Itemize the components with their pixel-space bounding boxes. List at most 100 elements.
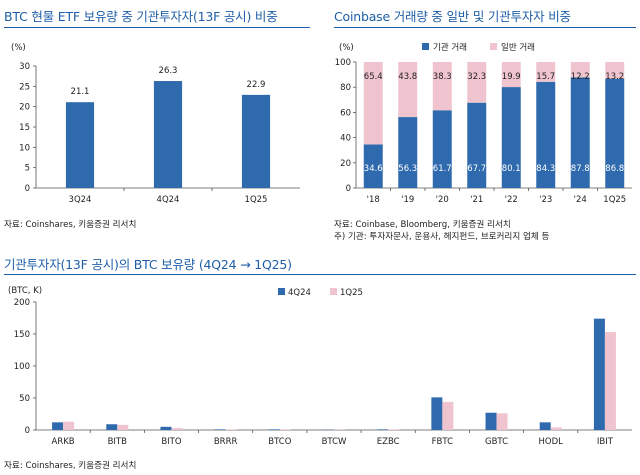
bar-0-'19 bbox=[398, 117, 418, 188]
y-axis-unit: (%) bbox=[339, 43, 354, 53]
y-tick-label: 5 bbox=[25, 164, 30, 174]
y-tick-label: 0 bbox=[346, 184, 351, 194]
x-tick-label: EZBC bbox=[377, 437, 400, 447]
x-tick-label: BRRR bbox=[214, 437, 238, 447]
y-tick-label: 50 bbox=[19, 394, 30, 404]
data-label: 21.1 bbox=[71, 87, 90, 97]
bar-4Q24-EZBC bbox=[377, 429, 389, 430]
bar-0-'22 bbox=[501, 87, 521, 188]
bar-1Q25-ARKB bbox=[63, 421, 75, 430]
panel2-title: Coinbase 거래량 중 일반 및 기관투자자 비중 bbox=[334, 9, 571, 24]
x-tick-label: IBIT bbox=[597, 437, 614, 447]
bar-4Q24-ARKB bbox=[52, 422, 64, 430]
x-tick-label: BITO bbox=[161, 437, 182, 447]
panel1-title: BTC 현물 ETF 보유량 중 기관투자자(13F 공시) 비중 bbox=[4, 9, 278, 24]
bar-1Q25 bbox=[241, 94, 271, 188]
data-label: 84.3 bbox=[536, 164, 555, 174]
bar-1-'18 bbox=[363, 62, 383, 145]
data-label: 22.9 bbox=[247, 80, 266, 90]
x-tick-label: BTCO bbox=[268, 437, 291, 447]
data-label: 80.1 bbox=[502, 164, 521, 174]
bar-1Q25-BRRR bbox=[225, 429, 237, 430]
data-label: 56.3 bbox=[398, 164, 417, 174]
bar-0-'24 bbox=[570, 77, 590, 188]
panel3-source: 자료: Coinshares, 키움증권 리서치 bbox=[4, 461, 137, 471]
data-label: 65.4 bbox=[364, 72, 383, 82]
bar-4Q24-IBIT bbox=[593, 318, 605, 430]
panel3-title: 기관투자자(13F 공시)의 BTC 보유량 (4Q24 → 1Q25) bbox=[4, 257, 292, 272]
x-tick-label: BITB bbox=[108, 437, 128, 447]
y-tick-label: 10 bbox=[19, 143, 30, 153]
panel3-chart: (BTC, K) 4Q24 1Q25 0 50 100 150 200 ARKB BITB BITO… bbox=[8, 286, 632, 447]
x-tick-label: '20 bbox=[436, 195, 449, 205]
bar-1Q25-BITO bbox=[171, 428, 183, 430]
bar-1-'20 bbox=[432, 62, 452, 111]
y-tick-label: 40 bbox=[340, 134, 351, 144]
bar-1Q25-FBTC bbox=[442, 401, 454, 430]
x-tick-label: 3Q24 bbox=[69, 195, 92, 205]
panel3-title-rule bbox=[4, 274, 636, 275]
y-tick-label: 0 bbox=[25, 184, 30, 194]
y-tick-label: 100 bbox=[335, 58, 351, 68]
data-label: 32.3 bbox=[467, 72, 486, 82]
data-label: 87.8 bbox=[571, 164, 590, 174]
bar-0-'23 bbox=[536, 81, 556, 188]
data-label: 26.3 bbox=[159, 66, 178, 76]
legend-label: 4Q24 bbox=[288, 288, 311, 298]
panel1-source: 자료: Coinshares, 키움증권 리서치 bbox=[4, 220, 137, 230]
panel1-chart: (%) 0 5 10 15 20 25 30 21.1 3Q24 26.3 4Q24 22.9 1Q25 bbox=[11, 43, 300, 205]
bar-4Q24-BITO bbox=[160, 426, 172, 430]
legend-swatch-0 bbox=[422, 43, 429, 50]
data-label: 34.6 bbox=[364, 164, 383, 174]
panel2-note: 주) 기관: 투자자문사, 운용사, 헤지펀드, 브로커리지 업체 등 bbox=[334, 232, 550, 242]
x-tick-label: '21 bbox=[470, 195, 483, 205]
legend-label: 1Q25 bbox=[340, 288, 363, 298]
bar-1-'21 bbox=[467, 62, 487, 103]
bar-4Q24-BITB bbox=[106, 424, 118, 430]
x-tick-label: BTCW bbox=[322, 437, 347, 447]
data-label: 86.8 bbox=[605, 164, 624, 174]
x-tick-label: 1Q25 bbox=[603, 195, 626, 205]
bar-0-'20 bbox=[432, 110, 452, 188]
y-tick-label: 20 bbox=[340, 159, 351, 169]
data-label: 67.7 bbox=[467, 164, 486, 174]
y-tick-label: 100 bbox=[14, 362, 30, 372]
x-tick-label: ARKB bbox=[52, 437, 75, 447]
x-tick-label: '22 bbox=[505, 195, 518, 205]
panel1-title-rule bbox=[4, 27, 310, 28]
data-label: 15.7 bbox=[536, 72, 555, 82]
data-label: 19.9 bbox=[502, 72, 521, 82]
x-tick-label: '23 bbox=[539, 195, 552, 205]
y-tick-label: 150 bbox=[14, 330, 30, 340]
bar-0-'18 bbox=[363, 144, 383, 188]
bar-0-1Q25 bbox=[605, 78, 625, 188]
y-axis-unit: (BTC, K) bbox=[8, 286, 42, 296]
y-tick-label: 20 bbox=[19, 103, 30, 113]
bar-1Q25-IBIT bbox=[604, 332, 616, 430]
y-tick-label: 25 bbox=[19, 82, 30, 92]
bar-4Q24 bbox=[153, 81, 183, 188]
bar-4Q24-GBTC bbox=[485, 412, 497, 430]
y-tick-label: 60 bbox=[340, 108, 351, 118]
legend-swatch-0 bbox=[278, 288, 285, 295]
data-label: 43.8 bbox=[398, 72, 417, 82]
y-tick-label: 80 bbox=[340, 83, 351, 93]
bar-4Q24-BRRR bbox=[214, 429, 226, 430]
x-tick-label: GBTC bbox=[485, 437, 508, 447]
legend-label: 일반 거래 bbox=[501, 42, 535, 53]
bar-4Q24-BTCO bbox=[268, 429, 280, 430]
bar-1-'22 bbox=[501, 62, 521, 88]
panel2-source: 자료: Coinbase, Bloomberg, 키움증권 리서치 bbox=[334, 220, 511, 230]
bar-1Q25-EZBC bbox=[388, 429, 400, 430]
x-tick-label: FBTC bbox=[432, 437, 453, 447]
x-tick-label: '24 bbox=[574, 195, 587, 205]
data-label: 12.2 bbox=[571, 72, 590, 82]
y-tick-label: 0 bbox=[25, 426, 30, 436]
bar-4Q24-HODL bbox=[539, 422, 551, 430]
x-tick-label: HODL bbox=[539, 437, 564, 447]
legend-swatch-1 bbox=[490, 43, 497, 50]
y-tick-label: 30 bbox=[19, 62, 30, 72]
bar-1-1Q25 bbox=[605, 62, 625, 79]
bar-1-'19 bbox=[398, 62, 418, 118]
data-label: 61.7 bbox=[433, 164, 452, 174]
